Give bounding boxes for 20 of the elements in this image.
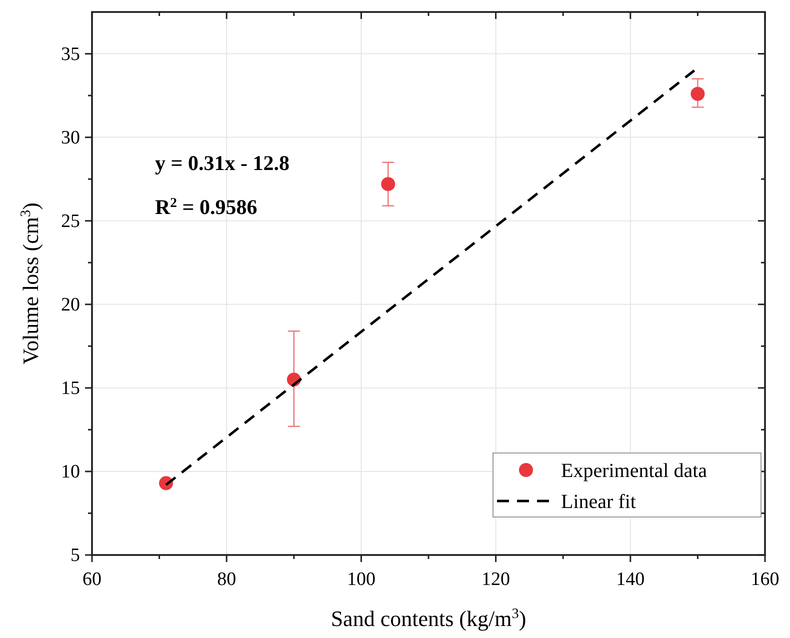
point [381,177,396,192]
y-tick-label: 10 [61,461,80,482]
y-tick-label: 25 [61,210,80,232]
y-tick-label: 20 [61,294,80,316]
x-tick-label: 60 [82,569,102,590]
point [690,86,705,101]
y-tick-label: 15 [61,378,80,399]
x-tick-label: 160 [750,569,780,590]
annotation: y = 0.31x - 12.8 [155,151,290,175]
x-axis-title: Sand contents (kg/m$^{3}$) [330,606,526,631]
x-tick-label: 100 [346,569,376,590]
legend-label: Experimental data [561,460,708,482]
legend-label: Linear fit [561,491,636,513]
x-tick-label: 120 [482,569,510,590]
y-tick-label: 35 [61,44,80,65]
y-tick-label: 5 [70,545,80,566]
x-tick-label: 140 [616,569,645,590]
annotation: R$^{2}$ = 0.9586 [155,194,258,219]
x-tick-label: 80 [217,569,236,590]
y-tick-label: 30 [61,127,80,148]
